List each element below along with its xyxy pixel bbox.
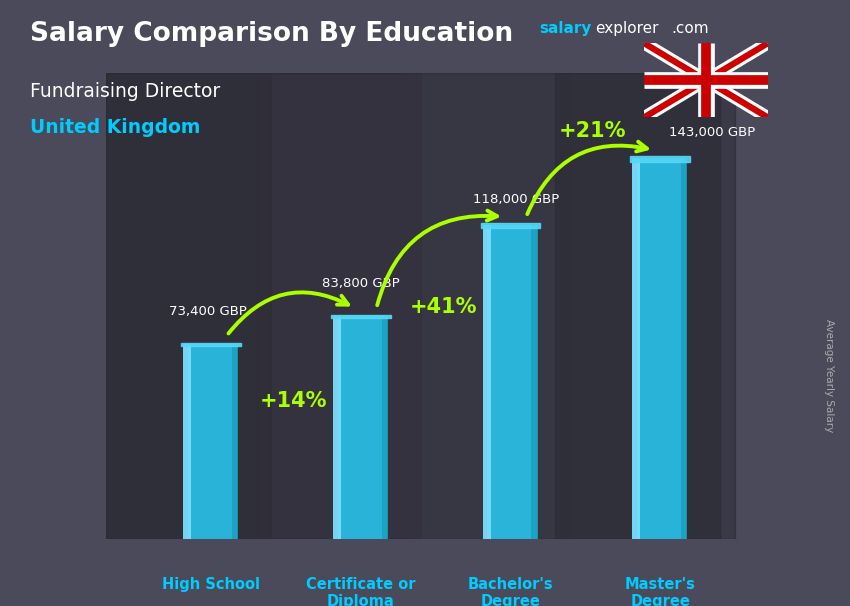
Text: Fundraising Director: Fundraising Director xyxy=(30,82,220,101)
Text: United Kingdom: United Kingdom xyxy=(30,118,200,137)
Text: +14%: +14% xyxy=(259,391,327,411)
Text: High School: High School xyxy=(162,577,260,591)
Bar xyxy=(256,73,421,539)
Text: 143,000 GBP: 143,000 GBP xyxy=(669,127,756,139)
Bar xyxy=(188,344,237,539)
Bar xyxy=(333,316,341,539)
Bar xyxy=(531,225,537,539)
Bar xyxy=(630,156,690,162)
FancyArrowPatch shape xyxy=(229,292,348,333)
Text: 118,000 GBP: 118,000 GBP xyxy=(473,193,559,206)
Bar xyxy=(632,158,640,539)
Bar xyxy=(331,315,391,318)
Text: Certificate or
Diploma: Certificate or Diploma xyxy=(306,577,416,606)
Bar xyxy=(232,344,238,539)
Text: Salary Comparison By Education: Salary Comparison By Education xyxy=(30,21,513,47)
Bar xyxy=(487,225,536,539)
Bar xyxy=(638,158,686,539)
Text: 73,400 GBP: 73,400 GBP xyxy=(169,305,247,318)
Text: Average Yearly Salary: Average Yearly Salary xyxy=(824,319,834,432)
Bar xyxy=(181,342,241,345)
Text: +41%: +41% xyxy=(410,298,477,318)
Text: Bachelor's
Degree: Bachelor's Degree xyxy=(468,577,553,606)
FancyArrowPatch shape xyxy=(377,211,497,305)
Text: +21%: +21% xyxy=(559,121,626,141)
FancyArrowPatch shape xyxy=(527,142,647,214)
Text: Master's
Degree: Master's Degree xyxy=(625,577,695,606)
Bar xyxy=(483,225,490,539)
Bar xyxy=(382,316,388,539)
Bar xyxy=(106,73,271,539)
Bar xyxy=(555,73,720,539)
Bar xyxy=(405,73,570,539)
Text: .com: .com xyxy=(672,21,709,36)
Bar xyxy=(183,344,191,539)
Bar xyxy=(480,223,541,228)
Text: salary: salary xyxy=(540,21,592,36)
Text: 83,800 GBP: 83,800 GBP xyxy=(322,277,399,290)
Text: explorer: explorer xyxy=(595,21,659,36)
Bar xyxy=(337,316,387,539)
Bar xyxy=(681,158,688,539)
